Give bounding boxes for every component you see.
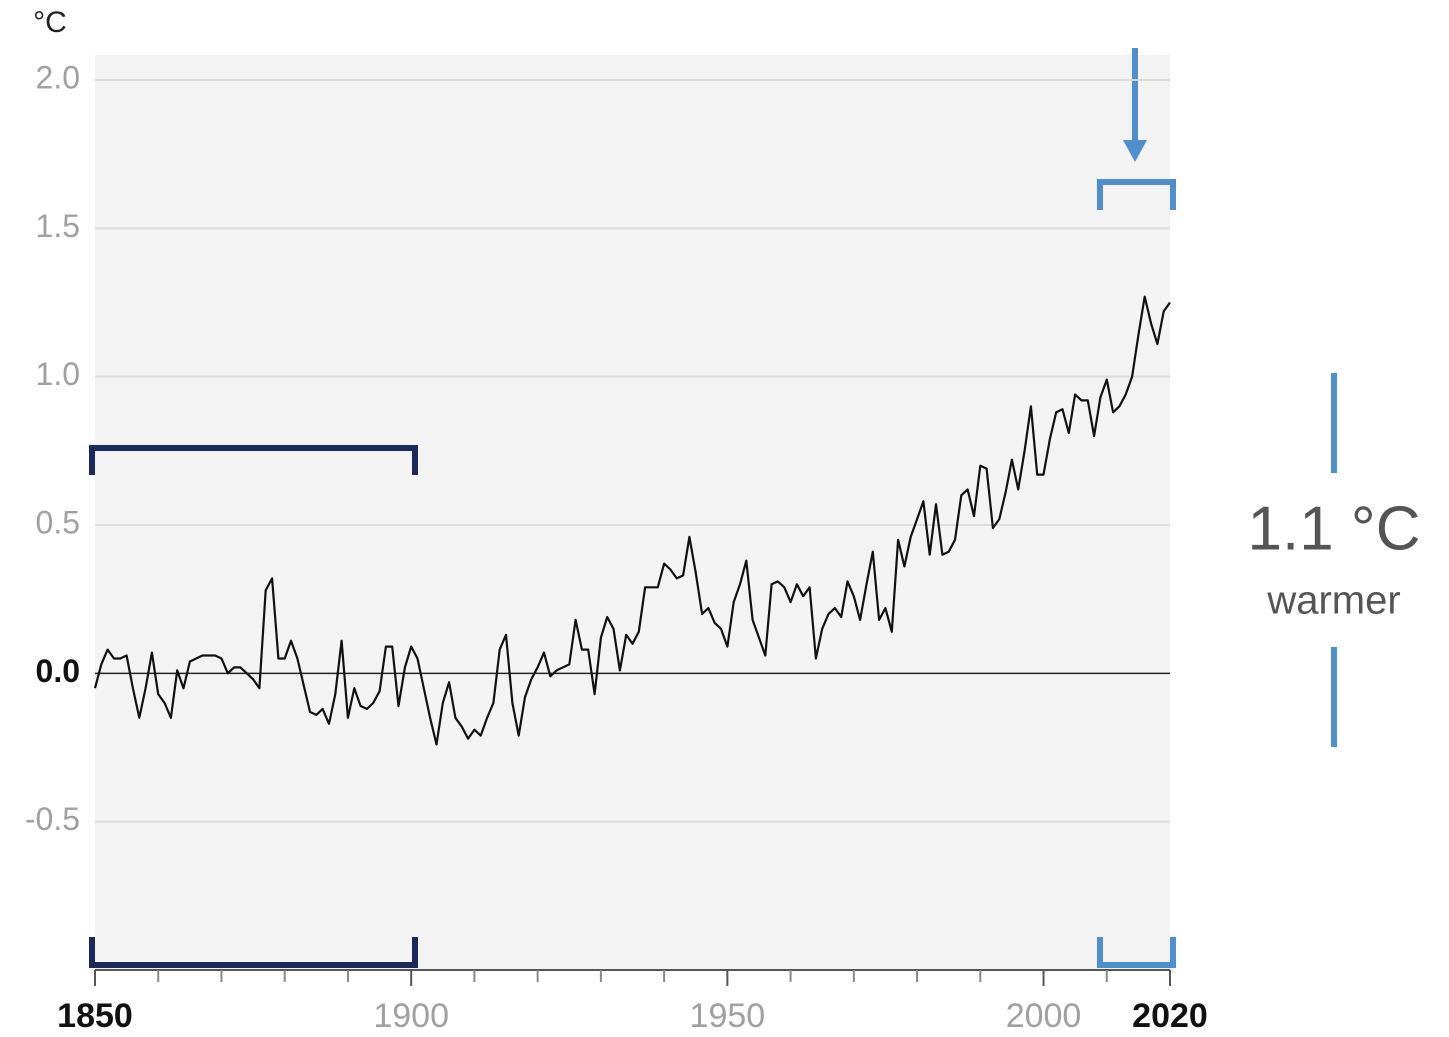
annotation-sub: warmer — [1266, 579, 1400, 623]
annotation: 1.1 °C — [1248, 494, 1421, 563]
brackets — [89, 48, 1337, 968]
plot-area — [95, 55, 1170, 970]
y-tick-label: 2.0 — [36, 59, 80, 95]
recent-bracket-top — [1097, 179, 1176, 210]
y-tick-label: -0.5 — [25, 801, 80, 837]
x-tick-label: 2000 — [1006, 997, 1082, 1035]
recent-bracket-bottom — [1097, 937, 1176, 968]
baseline-bracket-top — [89, 445, 418, 475]
x-tick-label: 1900 — [373, 997, 449, 1035]
arrow-head — [1123, 140, 1147, 162]
y-tick-label: 0.5 — [36, 504, 80, 540]
x-tick-label: 2020 — [1132, 997, 1208, 1035]
temperature-line — [93, 295, 1171, 746]
unit-label: °C — [33, 6, 67, 39]
y-tick-label: 0.0 — [36, 653, 80, 689]
y-tick-label: 1.5 — [36, 208, 80, 244]
baseline-bracket-bottom — [89, 937, 418, 968]
x-tick-label: 1950 — [690, 997, 766, 1035]
x-tick-label: 1850 — [57, 997, 133, 1035]
y-tick-label: 1.0 — [36, 356, 80, 392]
